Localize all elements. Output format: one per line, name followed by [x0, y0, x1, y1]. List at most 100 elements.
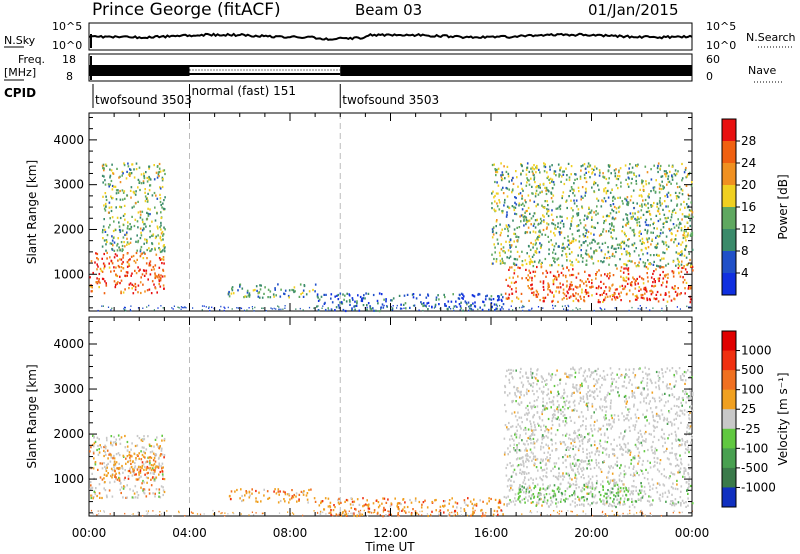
echo-cell	[645, 290, 648, 293]
echo-cell	[655, 214, 658, 217]
echo-cell	[535, 242, 537, 245]
echo-cell	[675, 234, 677, 237]
echo-cell	[163, 437, 166, 441]
echo-cell	[505, 186, 508, 190]
echo-cell	[587, 253, 590, 256]
echo-cell	[674, 454, 677, 457]
echo-cell	[101, 231, 104, 234]
echo-cell	[571, 273, 573, 277]
echo-cell	[673, 473, 676, 476]
echo-cell	[577, 449, 580, 452]
echo-cell	[352, 503, 354, 506]
echo-cell	[560, 412, 562, 415]
echo-cell	[650, 218, 652, 221]
echo-cell	[631, 390, 633, 393]
echo-cell	[344, 309, 347, 313]
echo-cell	[646, 381, 649, 384]
echo-cell	[685, 166, 687, 170]
echo-cell	[110, 270, 112, 273]
echo-cell	[94, 463, 97, 466]
echo-cell	[662, 241, 665, 244]
echo-cell	[662, 266, 665, 269]
echo-cell	[499, 259, 502, 262]
echo-cell	[103, 263, 106, 267]
echo-cell	[559, 167, 561, 170]
echo-cell	[323, 508, 326, 511]
echo-cell	[604, 253, 606, 256]
echo-cell	[575, 464, 578, 467]
echo-cell	[561, 170, 564, 173]
echo-cell	[148, 488, 151, 491]
echo-cell	[631, 229, 634, 232]
echo-cell	[578, 388, 581, 391]
echo-cell	[472, 504, 475, 507]
echo-cell	[571, 264, 574, 267]
echo-cell	[578, 402, 580, 405]
echo-cell	[554, 492, 556, 495]
echo-cell	[119, 249, 121, 252]
echo-cell	[118, 225, 121, 228]
echo-cell	[652, 414, 654, 417]
echo-cell	[660, 284, 663, 287]
near-range-cell	[425, 306, 427, 308]
echo-cell	[566, 395, 569, 398]
echo-cell	[99, 496, 101, 499]
echo-cell	[146, 289, 149, 292]
echo-cell	[675, 370, 678, 374]
echo-cell	[533, 178, 535, 181]
echo-cell	[671, 165, 674, 168]
echo-cell	[644, 289, 647, 292]
echo-cell	[529, 271, 532, 274]
echo-cell	[607, 170, 610, 173]
echo-cell	[591, 216, 593, 219]
echo-cell	[124, 213, 126, 216]
near-range-cell	[455, 306, 457, 308]
echo-cell	[644, 165, 647, 168]
echo-cell	[686, 271, 688, 274]
echo-cell	[120, 292, 122, 295]
echo-cell	[536, 390, 538, 393]
echo-cell	[534, 455, 537, 458]
echo-cell	[90, 484, 92, 487]
echo-cell	[569, 416, 571, 419]
echo-cell	[547, 392, 550, 395]
echo-cell	[493, 208, 495, 211]
echo-cell	[97, 468, 99, 471]
echo-cell	[585, 292, 588, 295]
echo-cell	[613, 205, 616, 209]
echo-cell	[519, 471, 521, 474]
echo-cell	[599, 390, 601, 393]
echo-cell	[149, 236, 151, 239]
echo-cell	[498, 506, 501, 509]
echo-cell	[512, 176, 514, 179]
echo-cell	[394, 497, 396, 500]
echo-cell	[97, 265, 99, 268]
echo-cell	[492, 230, 494, 233]
echo-cell	[571, 374, 573, 377]
echo-cell	[661, 180, 663, 183]
echo-cell	[103, 239, 106, 242]
echo-cell	[131, 272, 133, 275]
echo-cell	[411, 293, 414, 296]
echo-cell	[570, 263, 572, 266]
echo-cell	[631, 177, 633, 180]
echo-cell	[685, 184, 688, 187]
echo-cell	[563, 182, 566, 186]
echo-cell	[630, 195, 633, 198]
echo-cell	[622, 202, 624, 205]
echo-cell	[593, 411, 595, 414]
echo-cell	[155, 253, 158, 256]
echo-cell	[493, 243, 495, 246]
echo-cell	[274, 287, 276, 290]
echo-cell	[528, 179, 530, 182]
echo-cell	[573, 404, 576, 407]
echo-cell	[557, 286, 560, 289]
echo-cell	[593, 226, 595, 229]
echo-cell	[519, 434, 521, 437]
echo-cell	[159, 200, 162, 204]
near-range-cell	[322, 305, 324, 307]
echo-cell	[103, 267, 105, 270]
colorbar-segment	[722, 273, 736, 296]
echo-cell	[567, 376, 569, 379]
echo-cell	[582, 395, 585, 398]
